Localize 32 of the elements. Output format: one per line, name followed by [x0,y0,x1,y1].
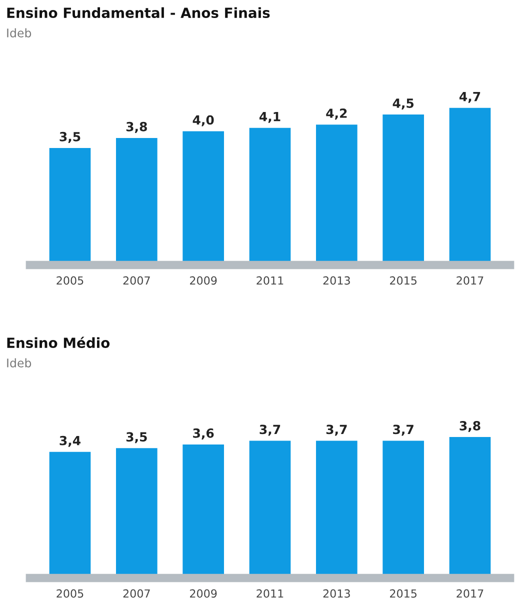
x-tick-label: 2009 [190,589,217,598]
data-label: 4,7 [459,92,480,103]
x-tick-label: 2007 [123,276,150,285]
data-label: 4,2 [326,108,347,120]
x-tick-label: 2011 [256,589,284,598]
x-tick-label: 2011 [256,276,284,285]
data-label: 3,7 [393,424,414,436]
data-label: 4,1 [259,112,280,123]
x-tick-label: 2015 [390,589,416,598]
x-tick-label: 2005 [56,589,84,598]
x-tick-label: 2009 [190,276,217,285]
data-label: 3,7 [326,424,347,436]
x-tick-label: 2017 [456,589,484,598]
data-label: 3,8 [126,122,147,133]
x-tick-label: 2013 [323,276,350,285]
data-label: 4,0 [192,115,214,126]
x-tick-label: 2013 [323,589,350,598]
x-tick-label: 2005 [56,276,84,285]
data-label: 3,4 [60,436,80,447]
data-label: 3,5 [60,132,80,143]
x-tick-label: 2017 [456,276,484,285]
data-label: 3,6 [193,428,214,440]
x-tick-label: 2007 [123,589,150,598]
chart-title: Ensino Fundamental - Anos Finais [7,7,270,18]
data-label: 4,5 [392,98,414,110]
data-label: 3,7 [260,424,280,436]
data-label: 3,5 [126,432,147,444]
chart-subtitle: Ideb [7,28,32,38]
chart-title: Ensino Médio [7,336,110,348]
data-label: 3,8 [460,421,480,432]
chart-subtitle: Ideb [7,358,32,368]
x-tick-label: 2015 [390,276,416,285]
